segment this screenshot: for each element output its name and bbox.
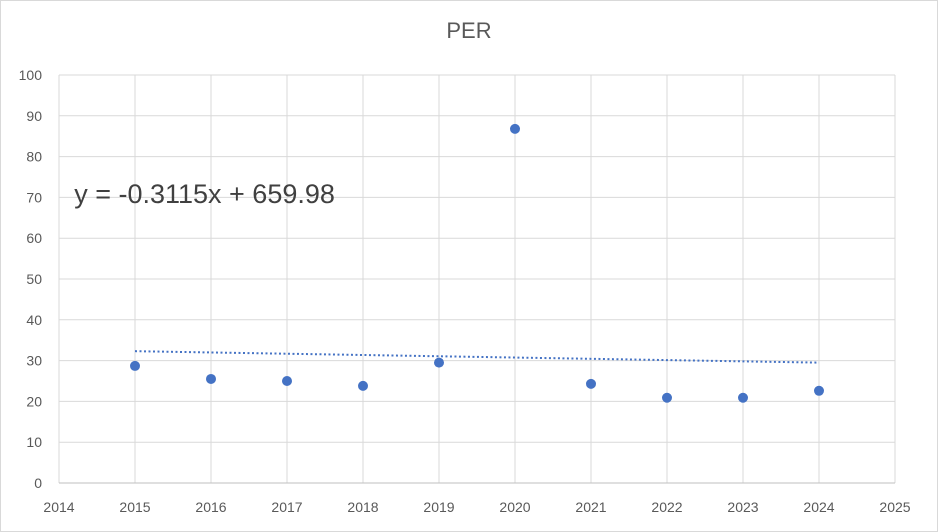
x-tick-label: 2015 [119,499,150,515]
data-point [510,123,520,134]
gridlines [58,74,896,484]
trendline [134,350,820,364]
x-tick-label: 2023 [727,499,758,515]
data-points [130,123,824,403]
data-point [814,385,824,396]
x-tick-label: 2022 [651,499,682,515]
y-tick-label: 80 [26,149,42,165]
data-point [130,360,140,371]
y-tick-label: 100 [19,67,43,83]
data-point [206,373,216,384]
data-point [282,376,292,386]
y-tick-label: 90 [26,108,42,124]
x-tick-label: 2018 [347,499,378,515]
x-tick-label: 2021 [575,499,606,515]
x-tick-labels: 2014 2015 2016 2017 2018 2019 2020 2021 2022 2023… [43,499,910,515]
y-tick-label: 20 [26,393,42,409]
chart-title: PER [446,18,492,43]
y-tick-label: 50 [26,271,42,287]
x-tick-label: 2024 [803,499,834,515]
y-tick-label: 0 [34,475,42,491]
data-point [358,380,368,391]
y-tick-label: 60 [26,230,42,246]
data-point [434,357,444,368]
x-tick-label: 2025 [879,499,910,515]
trendline-group [134,350,820,364]
data-point [738,392,748,403]
x-tick-label: 2014 [43,499,74,515]
x-tick-label: 2019 [423,499,454,515]
y-tick-label: 70 [26,189,42,205]
y-tick-label: 10 [26,434,42,450]
y-tick-label: 40 [26,312,42,328]
y-tick-label: 30 [26,353,42,369]
x-tick-label: 2020 [499,499,530,515]
trendline-equation: y = -0.3115x + 659.98 [74,179,335,209]
data-point [586,378,596,389]
y-tick-labels: 0 10 20 30 40 50 60 70 80 90 100 [19,67,43,491]
data-point [662,392,672,403]
x-tick-label: 2017 [271,499,302,515]
x-tick-label: 2016 [195,499,226,515]
